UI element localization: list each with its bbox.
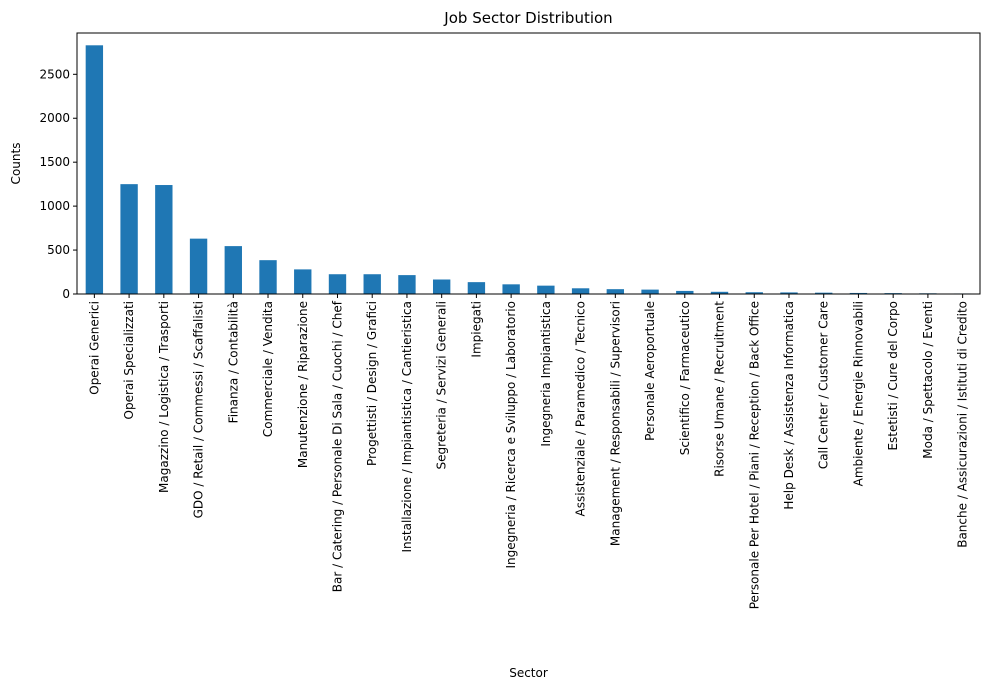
x-tick-label: Manutenzione / Riparazione: [296, 301, 310, 468]
y-tick-label: 0: [62, 287, 70, 301]
y-tick-label: 2000: [39, 111, 70, 125]
x-tick-label: Management / Responsabili / Supervisori: [608, 301, 622, 546]
x-tick-label: Scientifico / Farmaceutico: [678, 301, 692, 455]
x-tick-label: Segreteria / Servizi Generali: [435, 301, 449, 470]
x-tick-label: Commerciale / Vendita: [261, 301, 275, 437]
x-tick-label: Impiegati: [469, 301, 483, 358]
x-tick-label: Ingegneria Impiantistica: [539, 301, 553, 447]
x-tick-label: Help Desk / Assistenza Informatica: [782, 301, 796, 510]
bar: [224, 246, 242, 294]
x-tick-label: Estetisti / Cure del Corpo: [886, 301, 900, 451]
bar: [120, 184, 138, 294]
bar: [155, 185, 173, 294]
y-axis: 0 500 1000 1500 2000 2500: [39, 67, 77, 301]
x-tick-label: Ambiente / Energie Rinnovabili: [851, 301, 865, 486]
x-axis: Operai Generici Operai Specializzati Magaz…: [87, 294, 970, 609]
bar: [398, 275, 416, 294]
y-tick-label: 1000: [39, 199, 70, 213]
bar: [815, 292, 833, 294]
bar: [259, 260, 277, 294]
bar: [606, 289, 625, 294]
x-tick-label: Ingegneria / Ricerca e Sviluppo / Labora…: [504, 301, 518, 569]
chart-title: Job Sector Distribution: [443, 9, 612, 27]
x-tick-label: Risorse Umane / Recruitment: [713, 301, 727, 477]
x-tick-label: Operai Specializzati: [122, 301, 136, 419]
bar: [328, 274, 347, 294]
bar: [294, 269, 312, 294]
x-tick-label: Installazione / Impiantistica / Cantieri…: [400, 301, 414, 552]
bar: [849, 292, 868, 294]
y-axis-title: Counts: [9, 143, 23, 185]
x-tick-label: Operai Generici: [87, 301, 101, 395]
y-tick-label: 500: [47, 243, 70, 257]
bar: [745, 292, 763, 294]
x-tick-label: Moda / Spettacolo / Eventi: [921, 301, 935, 459]
x-tick-label: Personale Per Hotel / Piani / Reception …: [747, 301, 761, 609]
bar: [432, 279, 451, 294]
bar: [467, 282, 486, 294]
bar: [676, 290, 694, 294]
x-tick-label: GDO / Retail / Commessi / Scaffalisti: [192, 301, 206, 518]
bar: [537, 285, 555, 294]
x-tick-label: Banche / Assicurazioni / Istituti di Cre…: [956, 301, 970, 548]
x-tick-label: Magazzino / Logistica / Trasporti: [157, 301, 171, 493]
x-tick-label: Personale Aeroportuale: [643, 301, 657, 441]
y-tick-label: 2500: [39, 67, 70, 81]
x-tick-label: Finanza / Contabilità: [226, 301, 240, 423]
x-tick-label: Call Center / Customer Care: [817, 301, 831, 469]
bar: [363, 274, 381, 294]
x-axis-title: Sector: [509, 666, 548, 680]
bar: [780, 292, 798, 294]
bar: [85, 45, 104, 294]
x-tick-label: Assistenziale / Paramedico / Tecnico: [574, 301, 588, 517]
y-tick-label: 1500: [39, 155, 70, 169]
bar: [502, 284, 520, 294]
bar: [189, 238, 208, 294]
bar: [641, 289, 659, 294]
x-tick-label: Progettisti / Design / Grafici: [365, 301, 379, 466]
bar: [571, 288, 590, 294]
bar: [710, 291, 729, 294]
plot-frame: [76, 32, 981, 295]
x-tick-label: Bar / Catering / Personale Di Sala / Cuo…: [330, 300, 344, 592]
